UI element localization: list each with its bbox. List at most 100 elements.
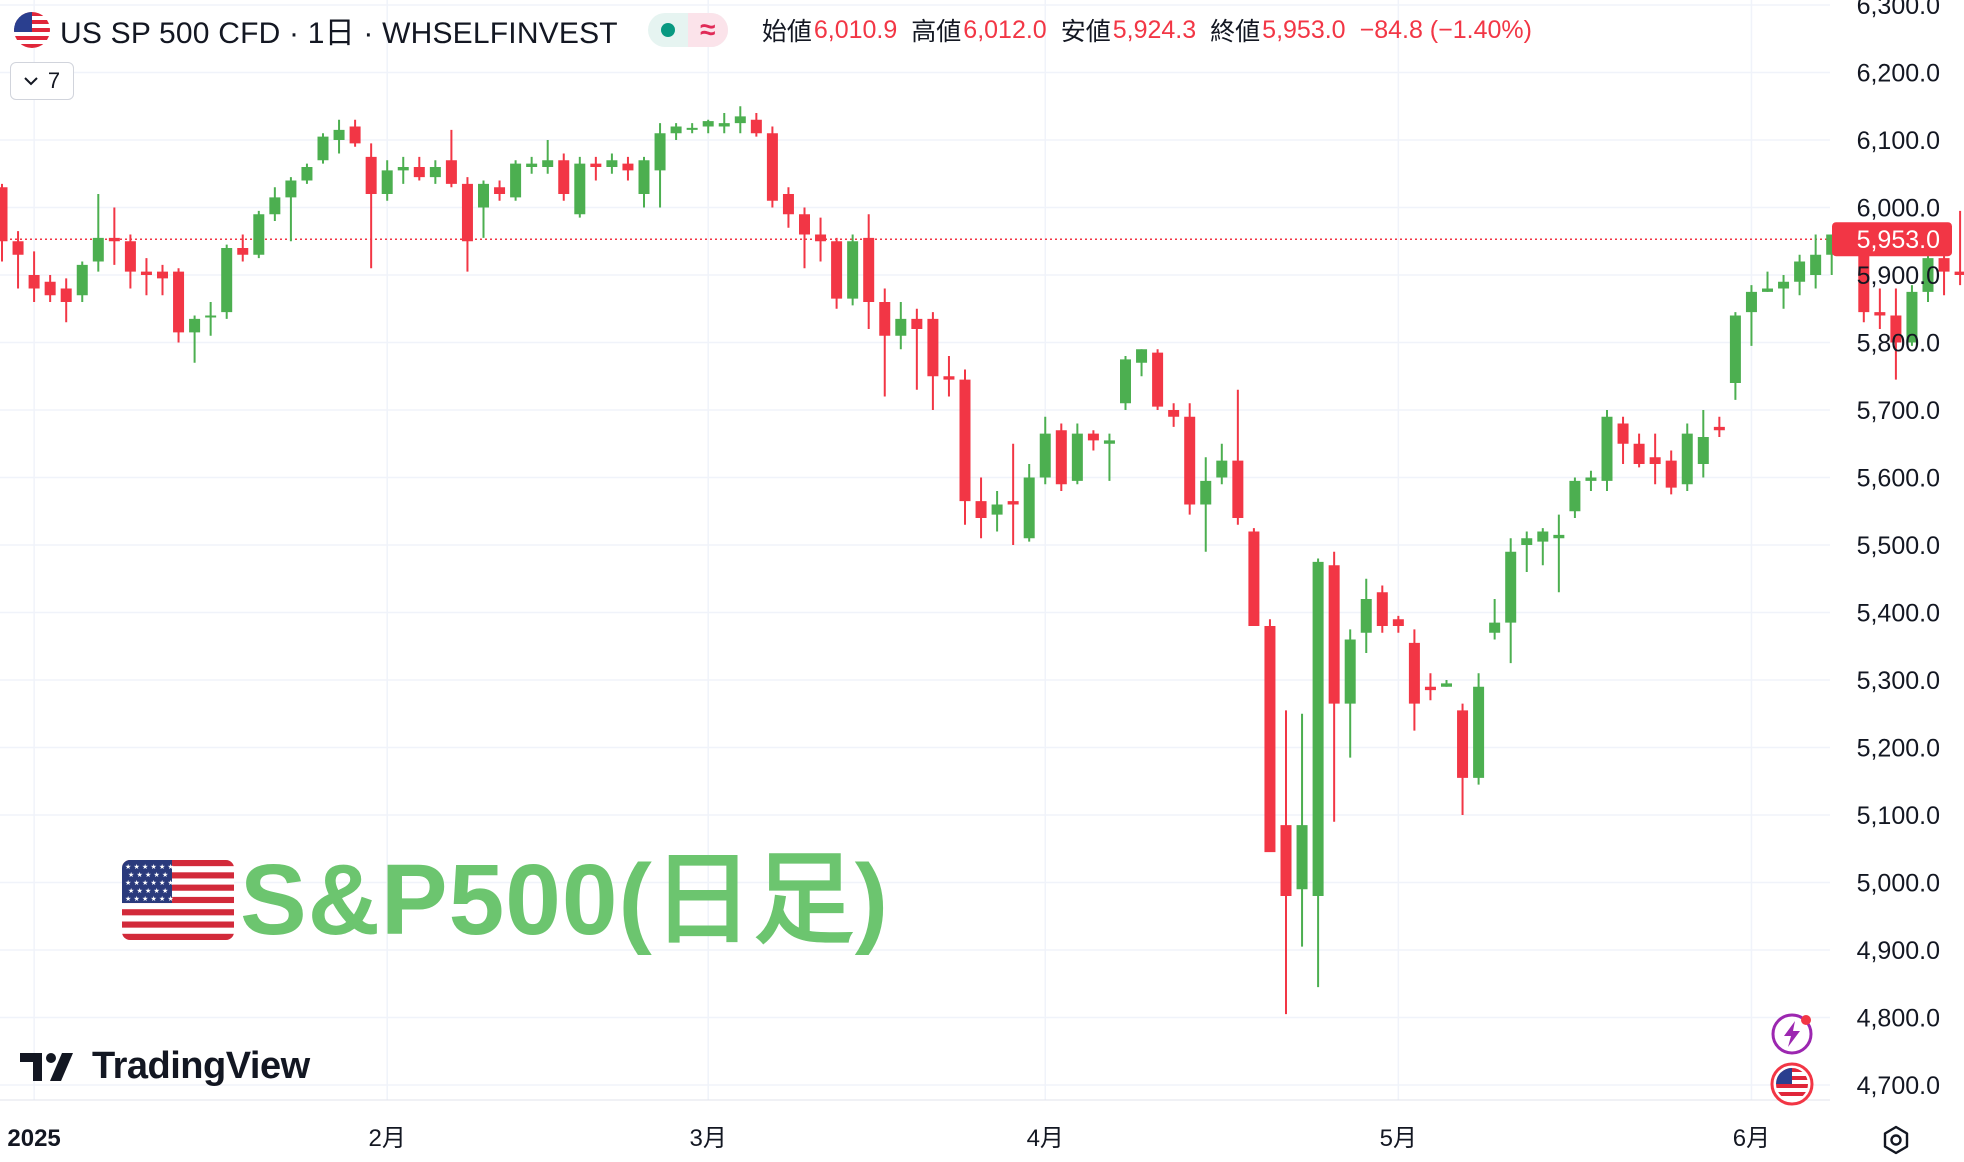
candle-body xyxy=(0,187,8,242)
price-tick-label: 6,300.0 xyxy=(1857,0,1940,20)
time-axis[interactable]: 2025 2月 3月 4月 5月 6月 xyxy=(7,1125,1770,1152)
indicator-collapse-button[interactable]: 7 xyxy=(10,62,74,100)
candle-body xyxy=(124,241,136,272)
candle-body xyxy=(76,264,88,296)
symbol-title[interactable]: US SP 500 CFD · 1日 · WHSELFINVEST xyxy=(60,17,618,50)
price-tick-label: 4,800.0 xyxy=(1857,1005,1940,1033)
candle-body xyxy=(1778,281,1790,289)
price-tick-label: 5,800.0 xyxy=(1857,330,1940,358)
candle-body xyxy=(349,126,361,144)
candle-body xyxy=(1392,619,1404,626)
candle-body xyxy=(1810,254,1822,275)
price-axis[interactable]: 6,300.0 6,200.0 6,100.0 6,000.0 5,900.0 5,800… xyxy=(1832,0,1952,1100)
tradingview-logo-icon xyxy=(20,1052,73,1081)
candle-body xyxy=(1569,480,1581,512)
candle-body xyxy=(445,160,457,184)
tradingview-logo-text: TradingView xyxy=(92,1045,310,1087)
candle-body xyxy=(333,129,345,140)
price-tick-label: 5,600.0 xyxy=(1857,465,1940,493)
candle-body xyxy=(285,180,297,198)
candle-body xyxy=(943,376,955,380)
candle-body xyxy=(365,156,377,194)
candle-body xyxy=(1232,460,1244,518)
price-tick-label: 6,000.0 xyxy=(1857,195,1940,223)
candle-body xyxy=(1360,599,1372,633)
candle-body xyxy=(1136,349,1148,363)
candle-body xyxy=(1296,825,1308,890)
price-tick-label: 5,400.0 xyxy=(1857,600,1940,628)
price-tick-label: 6,100.0 xyxy=(1857,127,1940,155)
svg-text:★ ★ ★ ★ ★ ★: ★ ★ ★ ★ ★ ★ xyxy=(125,863,174,871)
candle-body xyxy=(1120,359,1131,404)
candle-body xyxy=(606,160,618,167)
candle-body xyxy=(1954,271,1964,275)
open-label: 始値 xyxy=(761,18,812,46)
candle-body xyxy=(1826,234,1838,255)
candle-body xyxy=(1264,626,1276,853)
close-value: 5,953.0 xyxy=(1262,15,1346,44)
status-pill[interactable]: ≈ xyxy=(647,13,728,47)
settings-icon[interactable] xyxy=(1880,1124,1912,1156)
candle-body xyxy=(1007,501,1019,505)
candle-body xyxy=(702,121,714,127)
candle-body xyxy=(1745,291,1757,313)
candle-body xyxy=(253,214,265,255)
price-tick-label: 5,900.0 xyxy=(1857,262,1940,290)
candle-body xyxy=(1553,534,1565,539)
candle-body xyxy=(863,237,875,302)
price-tick-label: 5,500.0 xyxy=(1857,532,1940,560)
tradingview-logo[interactable]: TradingView xyxy=(20,1045,310,1088)
candle-body xyxy=(638,160,650,194)
us-flag-icon[interactable] xyxy=(1770,1062,1814,1106)
chevron-down-icon xyxy=(24,73,38,89)
candle-body xyxy=(879,302,891,336)
candle-body xyxy=(44,281,56,296)
price-tick-label: 6,200.0 xyxy=(1857,60,1940,88)
symbol-header: US SP 500 CFD · 1日 · WHSELFINVEST ≈ 始値 6… xyxy=(14,8,1546,52)
price-tick-label: 4,700.0 xyxy=(1857,1072,1940,1100)
candle-body xyxy=(108,237,120,242)
candle-body xyxy=(1071,433,1083,481)
time-tick-label: 6月 xyxy=(1733,1125,1770,1152)
candle-body xyxy=(1473,686,1485,778)
candle-series xyxy=(0,106,1964,1015)
candle-body xyxy=(526,163,538,167)
candle-body xyxy=(1039,433,1051,478)
candle-body xyxy=(1216,460,1228,478)
candle-body xyxy=(831,241,843,299)
price-tick-label: 5,700.0 xyxy=(1857,397,1940,425)
candle-body xyxy=(60,288,72,302)
time-tick-label: 5月 xyxy=(1380,1125,1417,1152)
svg-text:★ ★ ★ ★ ★ ★: ★ ★ ★ ★ ★ ★ xyxy=(125,879,174,887)
candle-body xyxy=(590,163,602,167)
candle-body xyxy=(1681,433,1693,485)
candle-body xyxy=(413,167,425,178)
candle-body xyxy=(1537,531,1549,542)
candle-body xyxy=(1617,423,1629,444)
high-value: 6,012.0 xyxy=(963,15,1047,44)
candle-body xyxy=(173,271,185,333)
candle-body xyxy=(1906,291,1918,343)
time-tick-label: 2025 xyxy=(7,1125,60,1152)
open-value: 6,010.9 xyxy=(813,15,898,44)
last-price-tag xyxy=(1832,222,1952,257)
candle-body xyxy=(478,183,489,208)
candle-body xyxy=(670,126,682,134)
lightning-icon[interactable] xyxy=(1770,1012,1814,1056)
approx-icon[interactable]: ≈ xyxy=(687,13,728,47)
live-status-icon[interactable] xyxy=(648,13,688,47)
candle-body xyxy=(1280,825,1292,896)
price-tick-label: 5,200.0 xyxy=(1857,735,1940,763)
price-tick-label: 5,100.0 xyxy=(1857,802,1940,830)
candle-body xyxy=(718,123,730,127)
candle-body xyxy=(911,318,923,329)
candle-body xyxy=(1457,710,1469,778)
candle-body xyxy=(1874,312,1886,316)
candle-body xyxy=(301,167,313,181)
price-tick-label: 5,300.0 xyxy=(1857,667,1940,695)
candle-body xyxy=(959,379,971,502)
candle-body xyxy=(494,187,506,194)
change-value: −84.8 (−1.40%) xyxy=(1359,15,1532,44)
candle-body xyxy=(1184,416,1196,505)
